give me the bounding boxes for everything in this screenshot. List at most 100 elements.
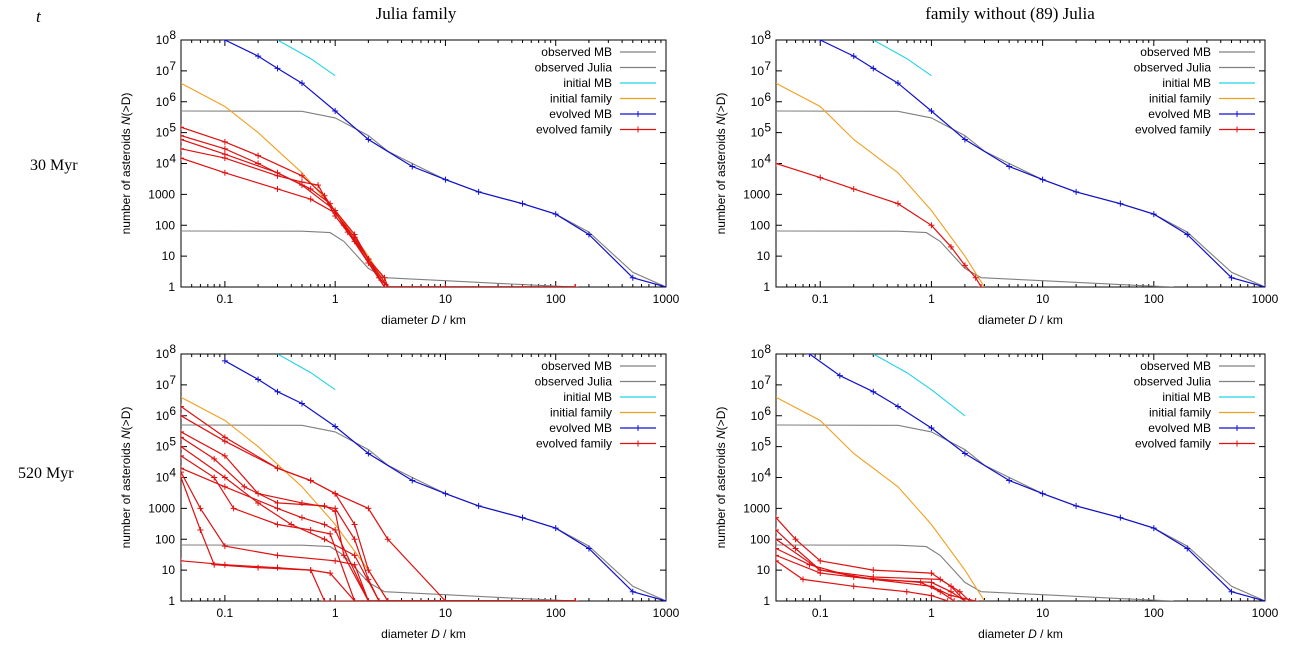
data-point-evolved-MB bbox=[1006, 163, 1013, 170]
series-line-evolved-MB bbox=[224, 40, 666, 287]
series-line-initial-MB bbox=[873, 354, 966, 417]
data-point-evolved-family bbox=[332, 526, 339, 533]
data-point-evolved-family bbox=[817, 570, 824, 577]
y-tick-label: 10 bbox=[162, 249, 176, 263]
series-group bbox=[776, 40, 1265, 287]
data-point-evolved-family bbox=[332, 508, 339, 515]
series-line-evolved-family bbox=[181, 406, 576, 601]
data-point-evolved-family bbox=[221, 543, 228, 550]
legend-item: initial MB bbox=[1162, 390, 1255, 404]
data-point-evolved-MB bbox=[961, 450, 968, 457]
data-point-evolved-family bbox=[928, 222, 935, 229]
y-tick-exponent: 6 bbox=[169, 90, 176, 104]
data-point-evolved-family bbox=[792, 536, 799, 543]
x-tick-label: 1 bbox=[332, 292, 339, 306]
y-tick-exponent: 5 bbox=[169, 121, 176, 135]
y-tick-label: 10 bbox=[156, 126, 170, 140]
x-tick-label: 0.1 bbox=[217, 292, 234, 306]
legend-marker bbox=[1234, 440, 1240, 447]
legend-label: initial family bbox=[550, 92, 612, 106]
y-tick-label: 1000 bbox=[743, 501, 770, 515]
data-point-evolved-MB bbox=[1262, 284, 1265, 287]
x-axis-label: diameter D / km bbox=[978, 313, 1063, 327]
y-tick-label: 10 bbox=[751, 126, 765, 140]
data-point-evolved-family bbox=[376, 598, 383, 601]
data-point-evolved-MB bbox=[928, 425, 935, 432]
legend-marker bbox=[1234, 111, 1240, 117]
x-tick-label: 10 bbox=[1036, 292, 1050, 306]
series-line-evolved-MB bbox=[819, 40, 1265, 287]
legend-item: observed Julia bbox=[535, 375, 656, 389]
data-point-evolved-family bbox=[928, 583, 935, 590]
series-line-evolved-family bbox=[181, 560, 576, 601]
data-point-evolved-family bbox=[181, 124, 184, 131]
data-point-evolved-family bbox=[221, 561, 228, 568]
data-point-evolved-MB bbox=[365, 136, 372, 143]
y-tick-label: 100 bbox=[750, 532, 770, 546]
data-point-evolved-family bbox=[181, 557, 184, 564]
data-point-evolved-MB bbox=[255, 53, 262, 60]
legend-item: observed Julia bbox=[1134, 61, 1255, 75]
y-tick-label: 1000 bbox=[743, 187, 770, 201]
data-point-evolved-family bbox=[274, 465, 281, 472]
y-axis-label: number of asteroids N(>D) bbox=[119, 93, 133, 235]
data-point-evolved-MB bbox=[870, 65, 877, 72]
data-point-evolved-family bbox=[776, 536, 779, 543]
series-line-evolved-family bbox=[181, 436, 576, 601]
legend-marker bbox=[635, 440, 641, 447]
y-tick-label: 10 bbox=[751, 347, 765, 361]
data-point-evolved-family bbox=[850, 583, 857, 590]
data-point-evolved-MB bbox=[928, 108, 935, 115]
x-tick-label: 0.1 bbox=[217, 606, 234, 620]
data-point-evolved-family bbox=[274, 169, 281, 176]
data-point-evolved-family bbox=[255, 152, 262, 159]
y-tick-exponent: 4 bbox=[764, 152, 771, 166]
legend-marker bbox=[635, 425, 641, 431]
data-point-evolved-family bbox=[870, 576, 877, 583]
y-tick-exponent: 5 bbox=[764, 121, 771, 135]
series-line-initial-family bbox=[776, 82, 985, 287]
data-point-evolved-MB bbox=[1117, 514, 1124, 521]
data-point-evolved-family bbox=[221, 483, 228, 490]
series-line-evolved-family bbox=[181, 135, 576, 287]
data-point-evolved-family bbox=[806, 561, 813, 568]
legend-marker bbox=[1234, 425, 1240, 431]
column-title-family-without-julia: family without (89) Julia bbox=[925, 4, 1095, 23]
data-point-evolved-family bbox=[384, 598, 391, 601]
legend-label: evolved family bbox=[1135, 123, 1211, 137]
legend-item: initial MB bbox=[563, 390, 656, 404]
data-point-evolved-family bbox=[903, 588, 910, 595]
y-tick-label: 10 bbox=[751, 409, 765, 423]
y-tick-exponent: 7 bbox=[169, 59, 176, 73]
data-point-evolved-family bbox=[274, 564, 281, 571]
x-tick-label: 100 bbox=[1144, 292, 1164, 306]
data-point-evolved-MB bbox=[1039, 490, 1046, 497]
data-point-evolved-family bbox=[181, 443, 184, 450]
data-point-evolved-MB bbox=[1184, 545, 1191, 552]
data-point-evolved-MB bbox=[585, 545, 592, 552]
data-point-evolved-family bbox=[817, 174, 824, 181]
series-line-evolved-family bbox=[181, 138, 576, 287]
y-tick-label: 10 bbox=[751, 157, 765, 171]
legend-item: evolved family bbox=[536, 123, 656, 137]
data-point-evolved-family bbox=[340, 552, 347, 559]
data-point-evolved-MB bbox=[1039, 176, 1046, 183]
data-point-evolved-family bbox=[365, 598, 372, 601]
legend-label: observed Julia bbox=[1134, 375, 1212, 389]
data-point-evolved-MB bbox=[298, 400, 305, 407]
data-point-evolved-family bbox=[230, 505, 237, 512]
legend-label: evolved family bbox=[536, 437, 612, 451]
data-point-evolved-family bbox=[776, 552, 779, 559]
series-line-initial-MB bbox=[277, 354, 336, 391]
data-point-evolved-MB bbox=[442, 490, 449, 497]
data-point-evolved-family bbox=[307, 185, 314, 192]
data-point-evolved-family bbox=[221, 169, 228, 176]
data-point-evolved-family bbox=[870, 567, 877, 574]
y-tick-label: 100 bbox=[155, 532, 175, 546]
data-point-evolved-family bbox=[307, 526, 314, 533]
series-line-evolved-family bbox=[776, 547, 955, 601]
data-point-evolved-family bbox=[776, 514, 779, 521]
y-tick-label: 10 bbox=[757, 249, 771, 263]
data-point-evolved-family bbox=[221, 474, 228, 481]
